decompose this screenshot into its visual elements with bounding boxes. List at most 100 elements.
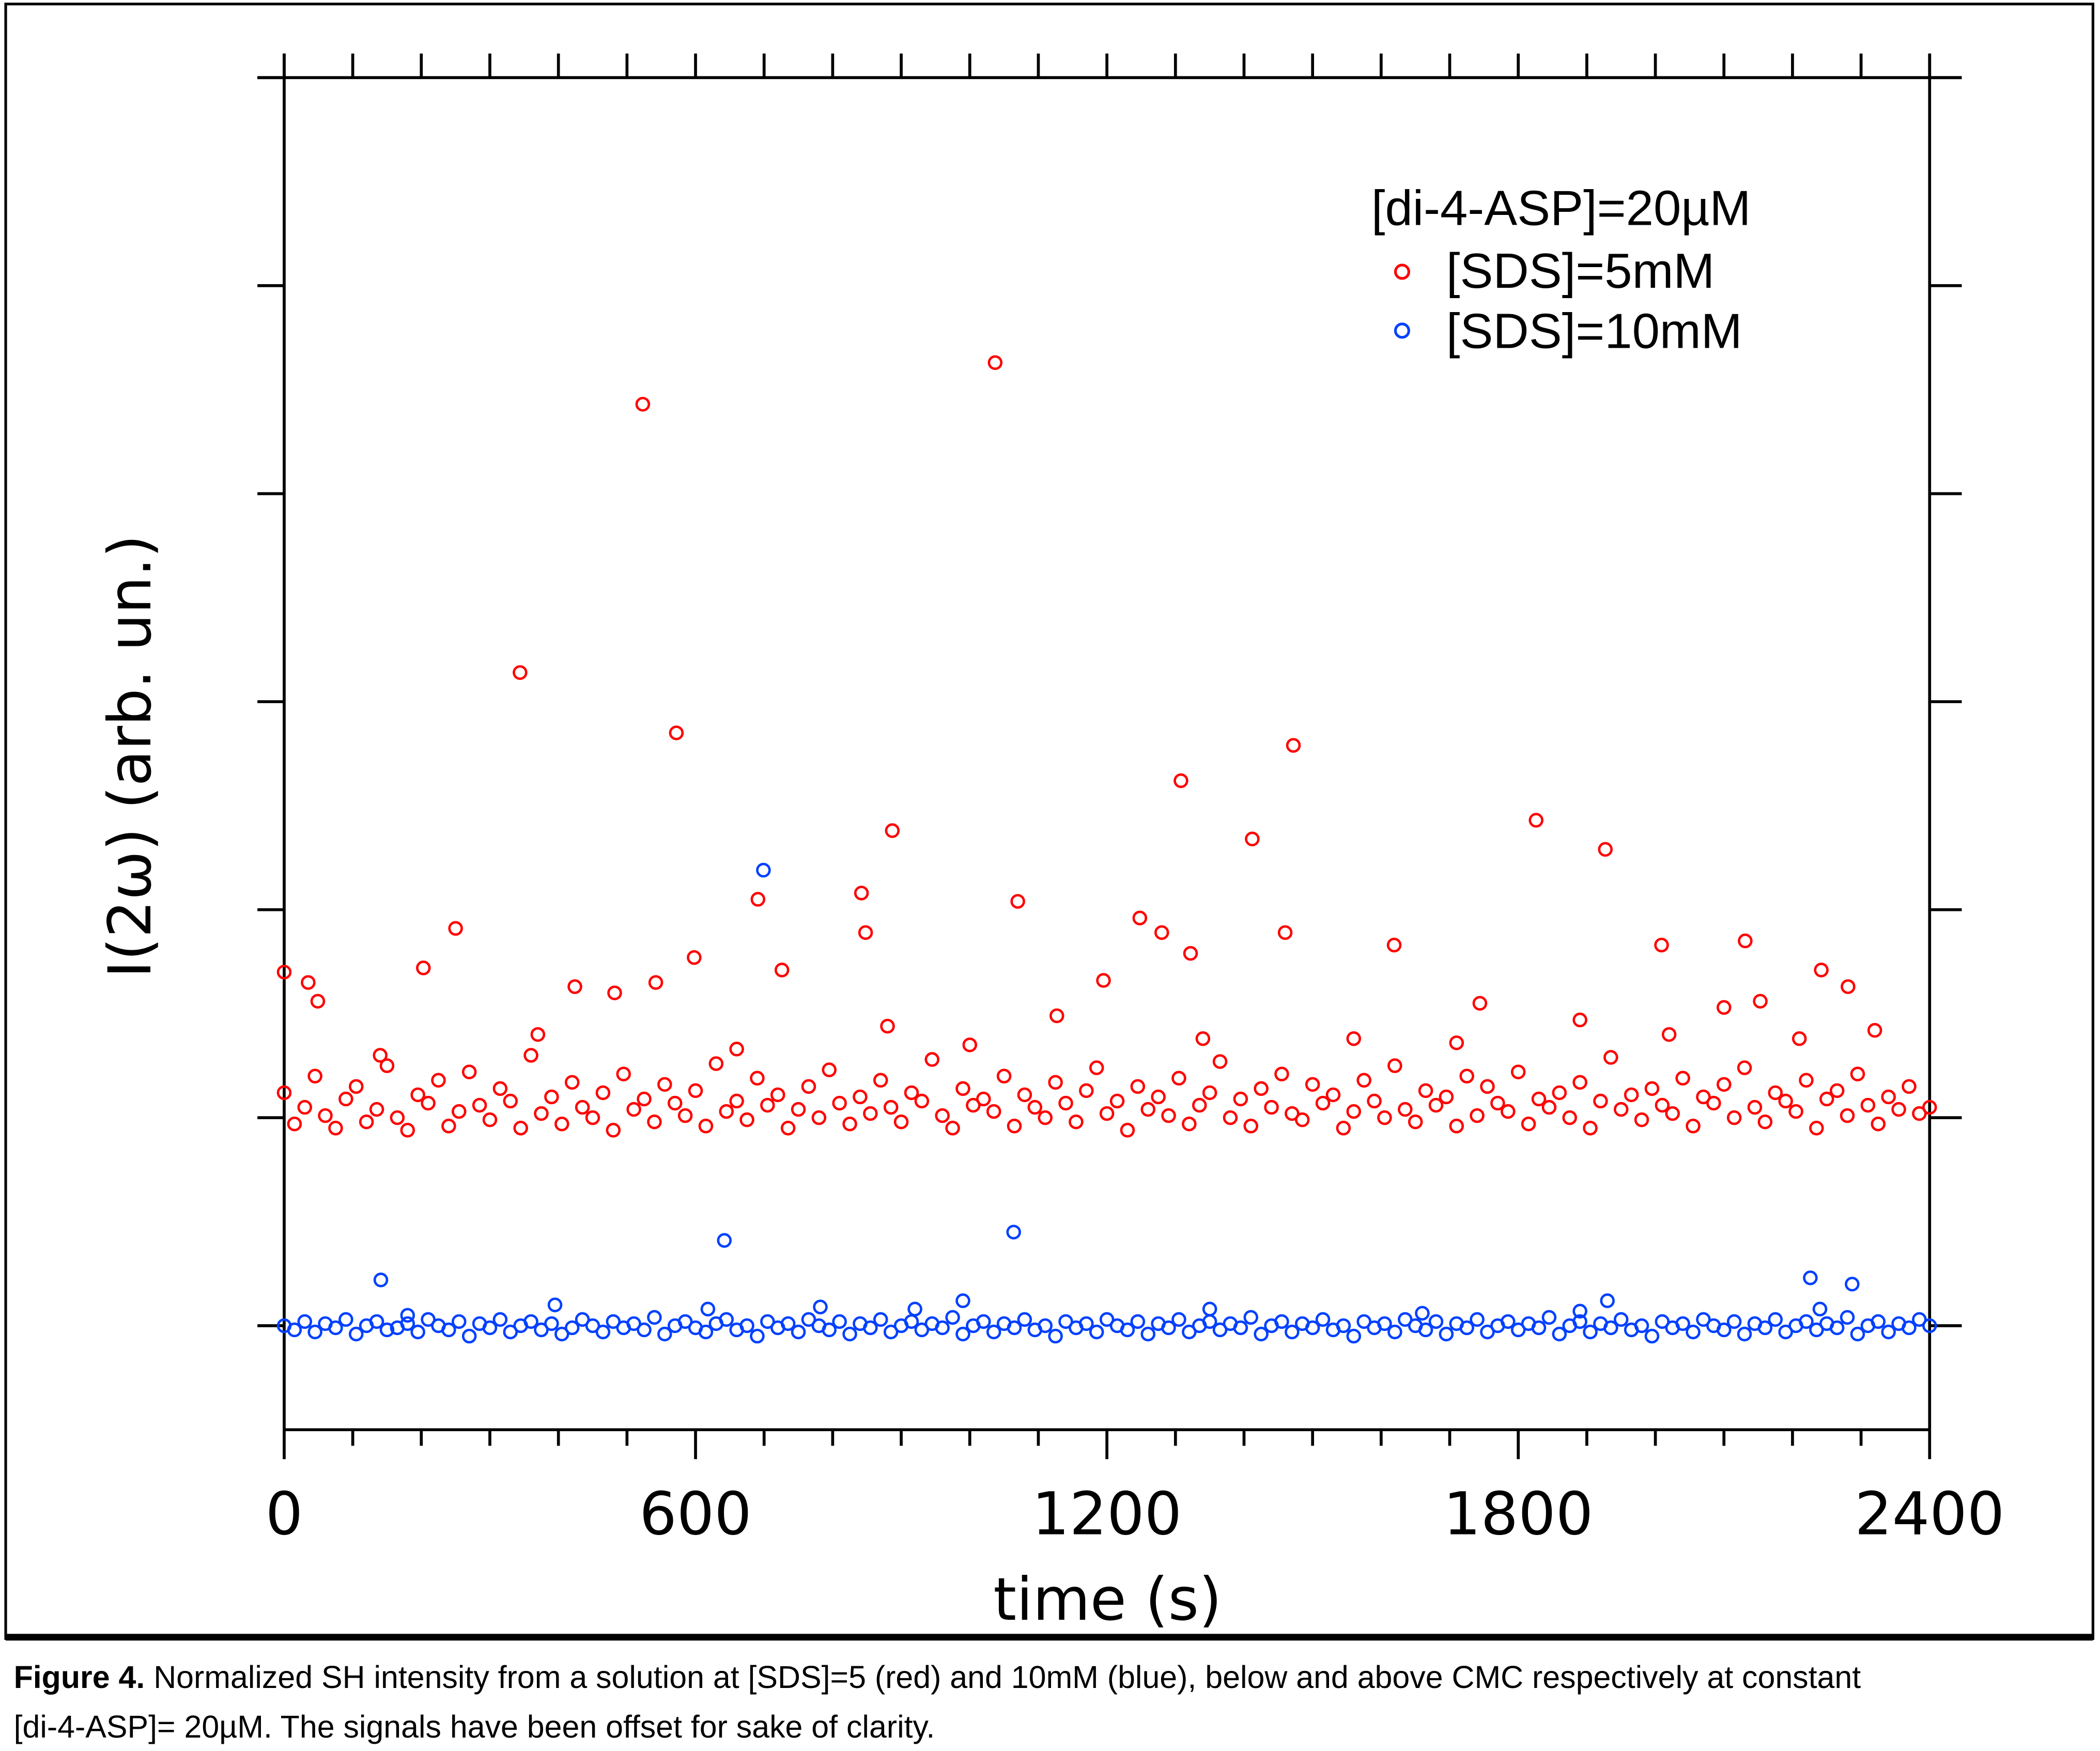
- data-point: [1161, 1108, 1176, 1123]
- data-point: [1603, 1320, 1618, 1336]
- data-point: [688, 1083, 703, 1098]
- data-point: [338, 1091, 353, 1107]
- data-point: [756, 862, 771, 878]
- data-point: [1768, 1085, 1783, 1101]
- data-point: [1439, 1089, 1454, 1105]
- data-point: [811, 1110, 827, 1125]
- data-point: [1562, 1110, 1577, 1125]
- data-point: [1183, 946, 1198, 961]
- data-point: [648, 975, 663, 990]
- data-point: [554, 1117, 569, 1132]
- data-points: [276, 355, 1937, 1344]
- legend-marker-sds-5mm: [1394, 264, 1410, 280]
- data-point: [698, 1119, 714, 1134]
- data-point: [1778, 1324, 1793, 1340]
- data-point: [791, 1324, 806, 1340]
- data-point: [907, 1301, 922, 1316]
- data-point: [1058, 1314, 1073, 1329]
- data-point: [717, 1233, 732, 1248]
- data-point: [1089, 1060, 1104, 1075]
- data-point: [287, 1322, 302, 1338]
- data-point: [1120, 1123, 1135, 1138]
- data-point: [1295, 1112, 1310, 1127]
- data-point: [318, 1108, 333, 1123]
- data-point: [606, 1123, 621, 1138]
- data-point: [1305, 1320, 1320, 1336]
- data-point: [1415, 1306, 1430, 1321]
- data-point: [637, 1322, 652, 1338]
- data-point: [513, 665, 528, 680]
- data-point: [1902, 1320, 1917, 1336]
- data-point: [822, 1062, 837, 1077]
- data-point: [1099, 1106, 1115, 1121]
- data-point: [1286, 738, 1301, 753]
- data-point: [1613, 1102, 1629, 1117]
- data-point: [1346, 1104, 1362, 1119]
- data-point: [328, 1320, 343, 1336]
- data-point: [1428, 1314, 1444, 1329]
- data-point: [585, 1318, 600, 1334]
- data-point: [1799, 1314, 1814, 1329]
- data-point: [1140, 1102, 1155, 1117]
- data-point: [503, 1093, 518, 1109]
- data-point: [770, 1087, 785, 1103]
- data-point: [914, 1322, 930, 1338]
- data-point: [1387, 1058, 1402, 1073]
- data-point: [1644, 1328, 1660, 1344]
- data-point: [1829, 1320, 1845, 1336]
- data-point: [1593, 1093, 1608, 1109]
- data-point: [1480, 1324, 1495, 1340]
- data-point: [1747, 1099, 1763, 1115]
- data-point: [567, 979, 582, 994]
- data-point: [1583, 1324, 1598, 1340]
- data-point: [1398, 1102, 1413, 1117]
- data-point: [955, 1293, 970, 1308]
- data-point: [1010, 894, 1025, 909]
- data-point: [883, 1099, 899, 1115]
- data-point: [472, 1097, 487, 1113]
- data-point: [1922, 1318, 1937, 1334]
- data-point: [1096, 973, 1111, 988]
- data-point: [1881, 1324, 1896, 1340]
- data-point: [534, 1322, 549, 1338]
- data-point: [873, 1312, 888, 1327]
- legend-marker-sds-10mm: [1394, 322, 1410, 339]
- data-point: [359, 1114, 374, 1129]
- data-point: [544, 1089, 559, 1105]
- data-point: [1840, 1108, 1855, 1123]
- data-point: [1686, 1119, 1701, 1134]
- data-point: [1346, 1031, 1362, 1046]
- data-point: [1871, 1117, 1886, 1132]
- data-point: [962, 1037, 978, 1052]
- data-point: [369, 1314, 384, 1329]
- data-point: [1655, 1097, 1670, 1113]
- data-point: [1738, 933, 1753, 949]
- data-point: [1501, 1104, 1516, 1119]
- data-point: [1173, 773, 1188, 788]
- data-point: [739, 1112, 754, 1127]
- data-point: [750, 1071, 765, 1086]
- data-point: [1449, 1035, 1464, 1050]
- data-point: [1768, 1312, 1783, 1327]
- data-point: [885, 823, 900, 838]
- data-point: [935, 1320, 950, 1336]
- data-point: [1598, 842, 1613, 857]
- data-point: [635, 397, 651, 412]
- data-point: [1089, 1324, 1104, 1340]
- data-point: [1285, 1106, 1300, 1121]
- data-point: [1130, 1314, 1146, 1329]
- data-point: [986, 1324, 1001, 1340]
- data-point: [1881, 1089, 1896, 1105]
- data-point: [832, 1314, 847, 1329]
- data-point: [700, 1301, 716, 1316]
- data-point: [924, 1052, 940, 1067]
- data-point: [1439, 1326, 1454, 1342]
- data-point: [1850, 1066, 1865, 1081]
- data-point: [1661, 1027, 1677, 1042]
- data-point: [1223, 1110, 1238, 1125]
- data-point: [564, 1320, 580, 1336]
- data-point: [1696, 1312, 1711, 1327]
- data-point: [1325, 1087, 1341, 1103]
- data-point: [544, 1316, 559, 1331]
- data-point: [996, 1068, 1012, 1083]
